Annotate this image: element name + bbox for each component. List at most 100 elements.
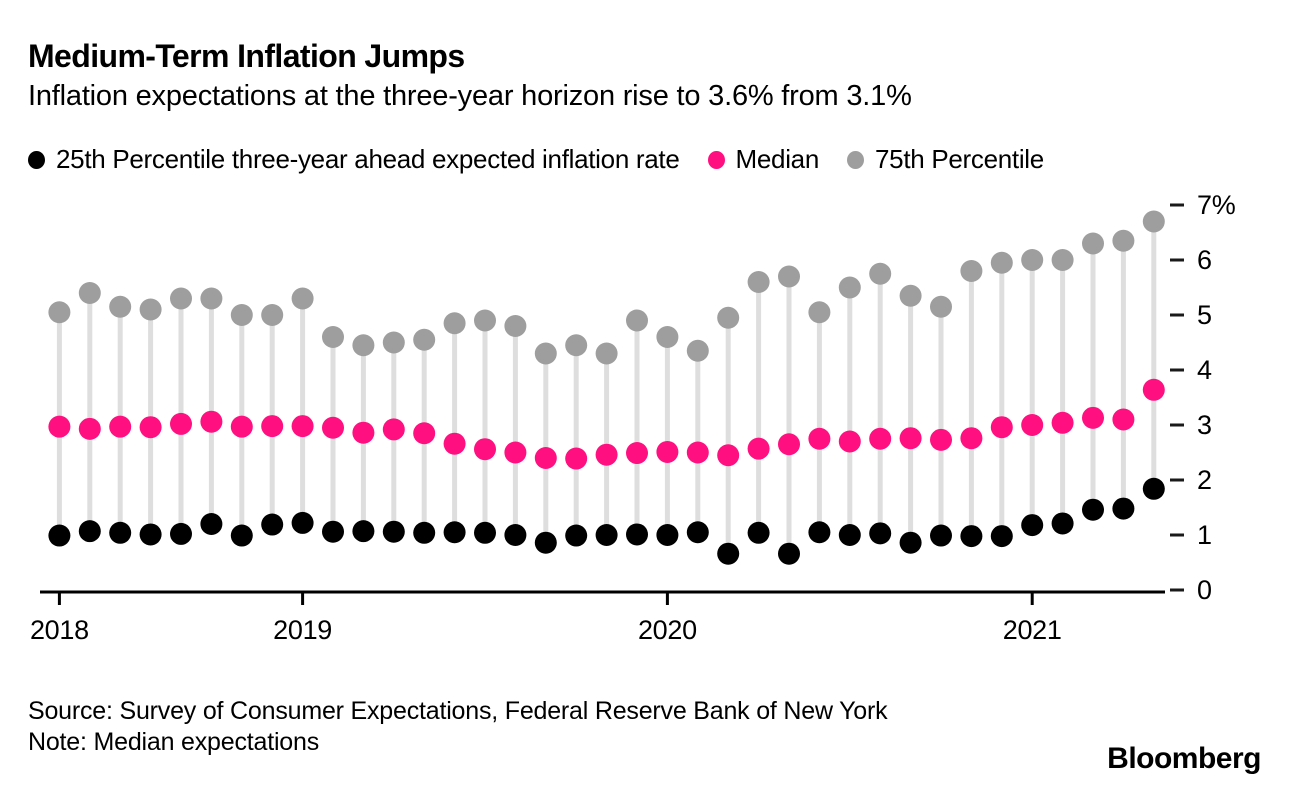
data-point (1021, 414, 1044, 436)
data-point (899, 427, 922, 450)
data-point (565, 447, 588, 470)
data-point (109, 295, 132, 318)
data-point (838, 276, 861, 299)
data-point (291, 415, 314, 438)
data-point (656, 326, 679, 348)
data-point (899, 284, 922, 307)
x-tick-label: 2019 (273, 615, 332, 645)
data-point (78, 520, 101, 543)
data-point (443, 521, 466, 544)
data-point (808, 427, 831, 450)
data-point (595, 342, 618, 365)
data-point (747, 271, 770, 293)
data-point (1142, 477, 1165, 500)
data-point (48, 301, 71, 324)
data-point (413, 328, 436, 351)
data-point (534, 531, 557, 554)
data-point (717, 444, 740, 467)
bloomberg-logo: Bloomberg (1107, 742, 1261, 775)
data-point (1112, 408, 1135, 431)
data-point (656, 440, 679, 463)
y-tick-label: 4 (1197, 355, 1212, 385)
data-point (230, 524, 253, 547)
data-point (200, 410, 223, 433)
data-point (1021, 249, 1044, 271)
data-point (1112, 229, 1135, 252)
data-point (686, 339, 709, 362)
data-point (778, 265, 800, 288)
y-tick-label: 1 (1197, 520, 1212, 550)
data-point (1051, 512, 1074, 535)
data-point (565, 524, 588, 547)
data-point (474, 438, 496, 461)
data-point (808, 301, 831, 324)
legend-label: 25th Percentile three-year ahead expecte… (56, 144, 680, 174)
data-point (230, 304, 253, 326)
data-point (1142, 378, 1165, 401)
source-note: Source: Survey of Consumer Expectations,… (28, 696, 888, 758)
data-point (170, 287, 192, 310)
data-point (261, 513, 284, 536)
data-point (139, 416, 162, 439)
legend-item-median: Median (707, 144, 820, 175)
data-point (595, 443, 618, 466)
data-point (930, 295, 952, 318)
data-point (78, 282, 101, 304)
data-point (48, 415, 71, 438)
y-tick-label: 7% (1197, 190, 1236, 220)
data-point (990, 251, 1013, 274)
data-point (899, 531, 922, 554)
data-point (261, 304, 284, 326)
y-tick-label: 3 (1197, 410, 1212, 440)
data-point (322, 326, 344, 348)
legend-item-25th-percentile: 25th Percentile three-year ahead expecte… (28, 144, 680, 175)
data-point (504, 441, 527, 464)
data-point (960, 427, 983, 450)
legend-label: Median (735, 144, 820, 174)
data-point (869, 427, 892, 450)
note-line: Note: Median expectations (28, 728, 320, 756)
data-point (869, 522, 892, 545)
data-point (717, 542, 740, 565)
chart-subtitle: Inflation expectations at the three-year… (28, 80, 912, 112)
x-tick-label: 2018 (30, 615, 89, 645)
data-point (170, 412, 192, 435)
data-point (990, 525, 1013, 548)
data-point (352, 520, 375, 543)
data-point (200, 287, 223, 310)
data-point (960, 525, 983, 548)
x-tick-label: 2021 (1003, 615, 1062, 645)
data-point (291, 511, 314, 534)
y-tick-label: 5 (1197, 300, 1212, 330)
data-point (1082, 498, 1104, 521)
data-point (200, 513, 223, 535)
data-point (930, 428, 952, 451)
data-point (413, 521, 436, 544)
data-point (78, 417, 101, 440)
gray-dot-icon (847, 150, 864, 169)
data-point (504, 524, 527, 546)
data-point (838, 524, 861, 546)
source-line: Source: Survey of Consumer Expectations,… (28, 697, 888, 725)
data-point (261, 415, 284, 438)
data-point (504, 315, 527, 337)
data-point (960, 260, 983, 282)
data-point (291, 287, 314, 310)
data-point (656, 524, 679, 546)
data-point (747, 521, 770, 544)
data-point (1082, 232, 1104, 255)
legend-label: 75th Percentile (875, 144, 1044, 174)
data-point (382, 520, 405, 543)
data-point (230, 415, 253, 438)
data-point (778, 433, 800, 456)
data-point (139, 298, 162, 321)
data-point (139, 523, 162, 546)
data-point (534, 342, 557, 365)
data-point (170, 522, 192, 545)
y-tick-label: 2 (1197, 465, 1212, 495)
data-point (1051, 249, 1074, 271)
data-point (778, 542, 800, 565)
data-point (838, 430, 861, 453)
data-point (686, 521, 709, 544)
